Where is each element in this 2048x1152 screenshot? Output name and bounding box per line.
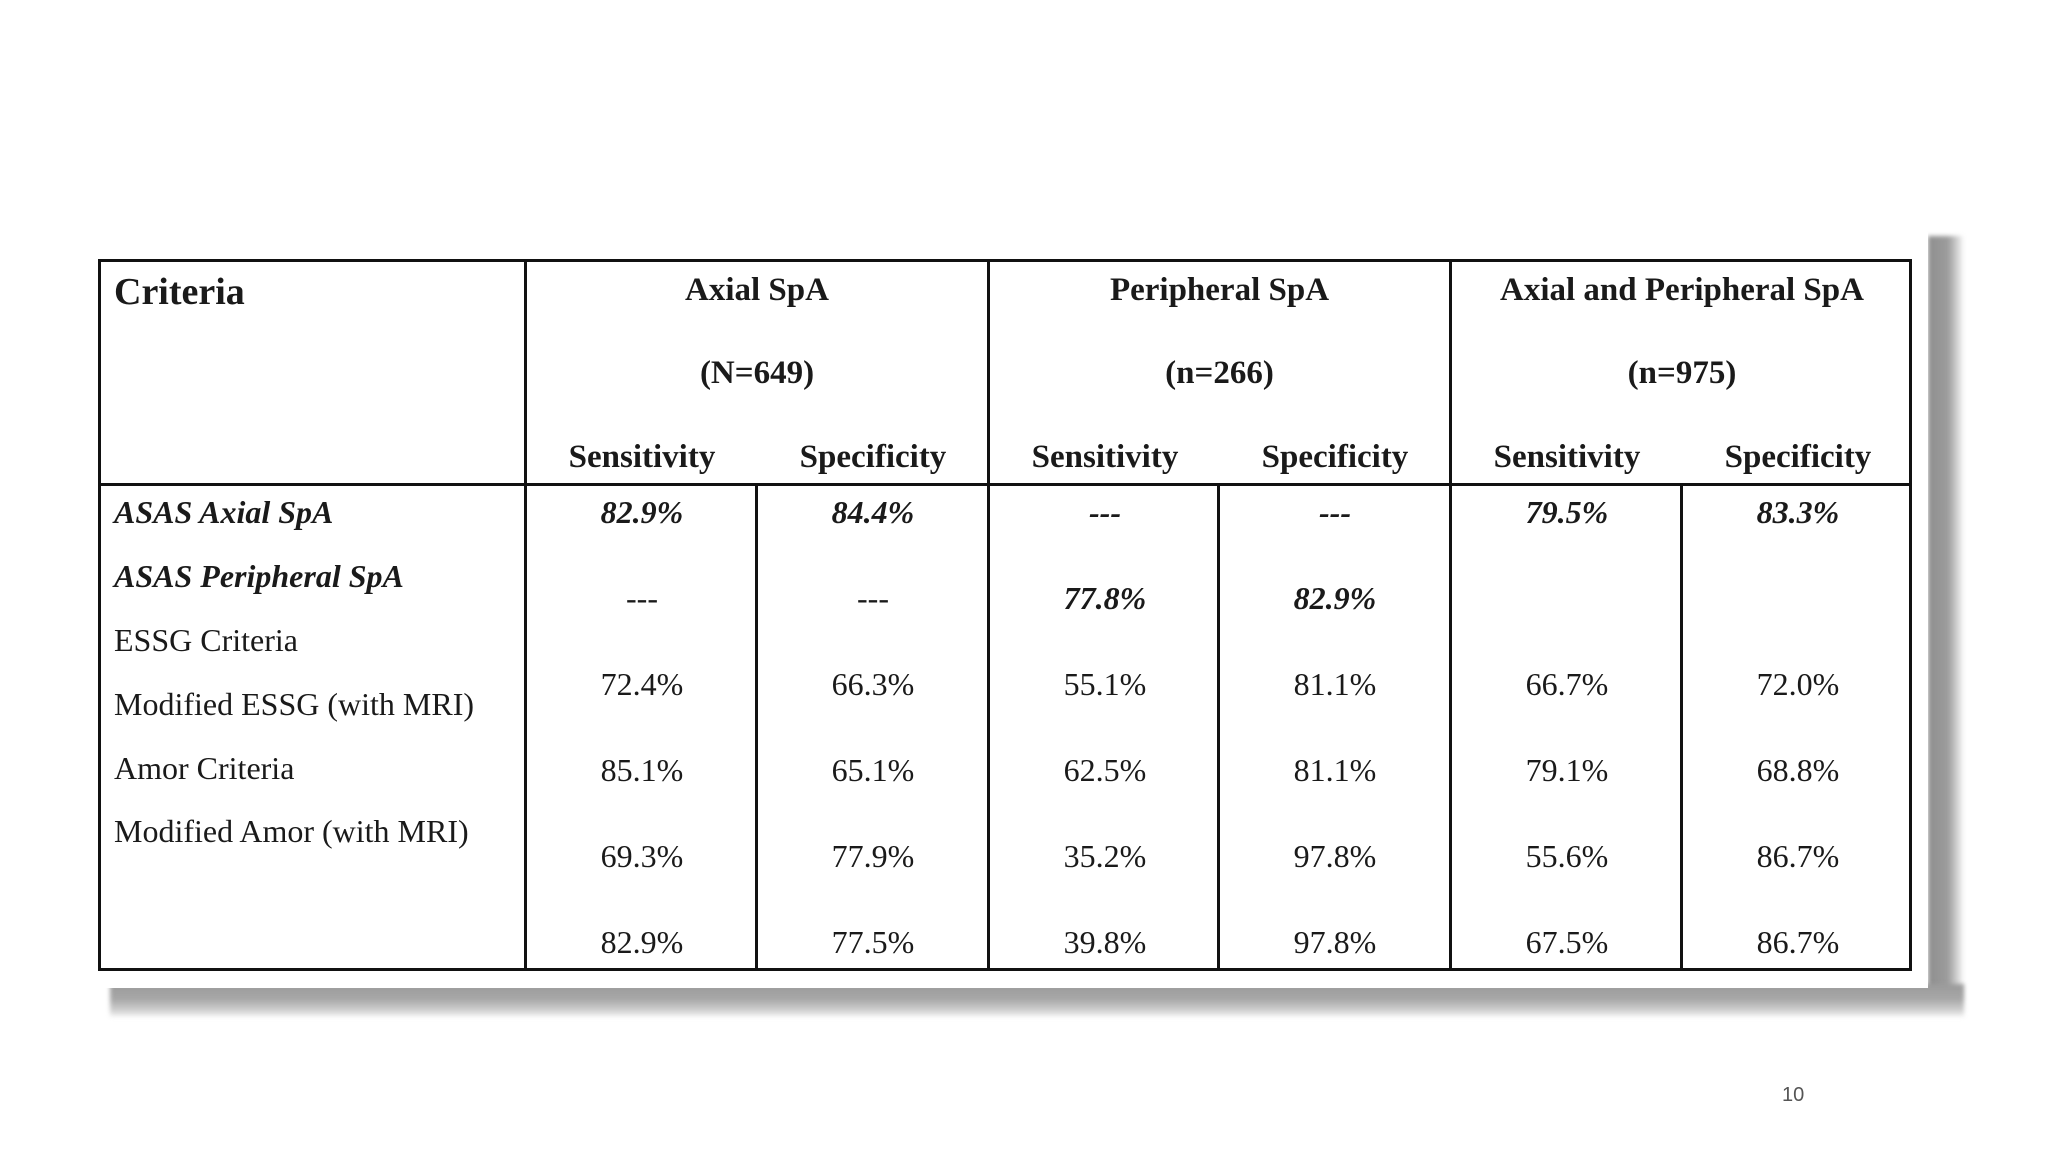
table-cell: 77.8% <box>1063 580 1147 616</box>
table-cell: 68.8% <box>1756 752 1840 788</box>
criteria-header: Criteria <box>114 271 245 313</box>
subheader-peripheral-specificity: Specificity <box>1261 439 1409 475</box>
frame-shadow-right <box>1928 236 1964 1000</box>
table-cell: 86.7% <box>1756 838 1840 874</box>
group-combined-name: Axial and Peripheral SpA <box>1500 272 1864 308</box>
table-cell: 84.4% <box>831 494 915 530</box>
table-cell: 77.5% <box>831 924 915 960</box>
subheader-axial-specificity: Specificity <box>799 439 947 475</box>
group-peripheral-n: (n=266) <box>1165 355 1274 391</box>
group-peripheral-name: Peripheral SpA <box>1109 272 1330 308</box>
table-cell: 72.4% <box>600 666 684 702</box>
row-label-asas-peripheral: ASAS Peripheral SpA <box>114 558 404 594</box>
table-cell: 67.5% <box>1525 924 1609 960</box>
group-combined-n: (n=975) <box>1627 355 1737 391</box>
table-cell: 86.7% <box>1756 924 1840 960</box>
subheader-axial-sensitivity: Sensitivity <box>568 439 716 475</box>
table-cell: 79.1% <box>1525 752 1609 788</box>
table-cell: 81.1% <box>1293 666 1377 702</box>
table-cell: 55.1% <box>1063 666 1147 702</box>
table-cell: 81.1% <box>1293 752 1377 788</box>
row-label-modified-essg: Modified ESSG (with MRI) <box>114 686 474 722</box>
row-label-essg: ESSG Criteria <box>114 622 298 658</box>
page-number: 10 <box>1782 1084 1805 1106</box>
group-axial-name: Axial SpA <box>685 272 829 308</box>
table-cell: 39.8% <box>1063 924 1147 960</box>
subheader-combined-sensitivity: Sensitivity <box>1493 439 1641 475</box>
table-cell: 83.3% <box>1756 494 1840 530</box>
group-axial-n: (N=649) <box>699 355 815 391</box>
table-cell: 62.5% <box>1063 752 1147 788</box>
table-divider-peripheral-combined <box>1449 262 1452 968</box>
row-label-modified-amor: Modified Amor (with MRI) <box>114 813 469 849</box>
table-divider-peripheral-sub <box>1217 485 1220 968</box>
table-cell: --- <box>1319 494 1351 530</box>
table-divider-criteria <box>524 262 527 968</box>
table-cell: 97.8% <box>1293 924 1377 960</box>
subheader-combined-specificity: Specificity <box>1724 439 1872 475</box>
table-cell: 65.1% <box>831 752 915 788</box>
table-cell: 66.7% <box>1525 666 1609 702</box>
table-header-separator <box>101 483 1909 486</box>
subheader-peripheral-sensitivity: Sensitivity <box>1031 439 1179 475</box>
table-cell: 82.9% <box>600 924 684 960</box>
table-cell: --- <box>626 580 658 616</box>
table-cell: --- <box>857 580 889 616</box>
table-cell: --- <box>1089 494 1121 530</box>
table-divider-axial-peripheral <box>987 262 990 968</box>
table-cell: 35.2% <box>1063 838 1147 874</box>
row-label-asas-axial: ASAS Axial SpA <box>114 494 334 530</box>
table-cell: 66.3% <box>831 666 915 702</box>
table-cell: 55.6% <box>1525 838 1609 874</box>
table-cell: 82.9% <box>1293 580 1377 616</box>
table-cell: 69.3% <box>600 838 684 874</box>
table-divider-axial-sub <box>755 485 758 968</box>
table-cell: 77.9% <box>831 838 915 874</box>
table-cell: 72.0% <box>1756 666 1840 702</box>
table-cell: 97.8% <box>1293 838 1377 874</box>
frame-shadow-bottom <box>110 984 1964 1018</box>
criteria-table: Criteria Axial SpA (N=649) Peripheral Sp… <box>98 259 1912 971</box>
table-cell: 82.9% <box>600 494 684 530</box>
row-label-amor: Amor Criteria <box>114 750 295 786</box>
table-cell: 79.5% <box>1525 494 1609 530</box>
table-divider-combined-sub <box>1680 485 1683 968</box>
table-cell: 85.1% <box>600 752 684 788</box>
